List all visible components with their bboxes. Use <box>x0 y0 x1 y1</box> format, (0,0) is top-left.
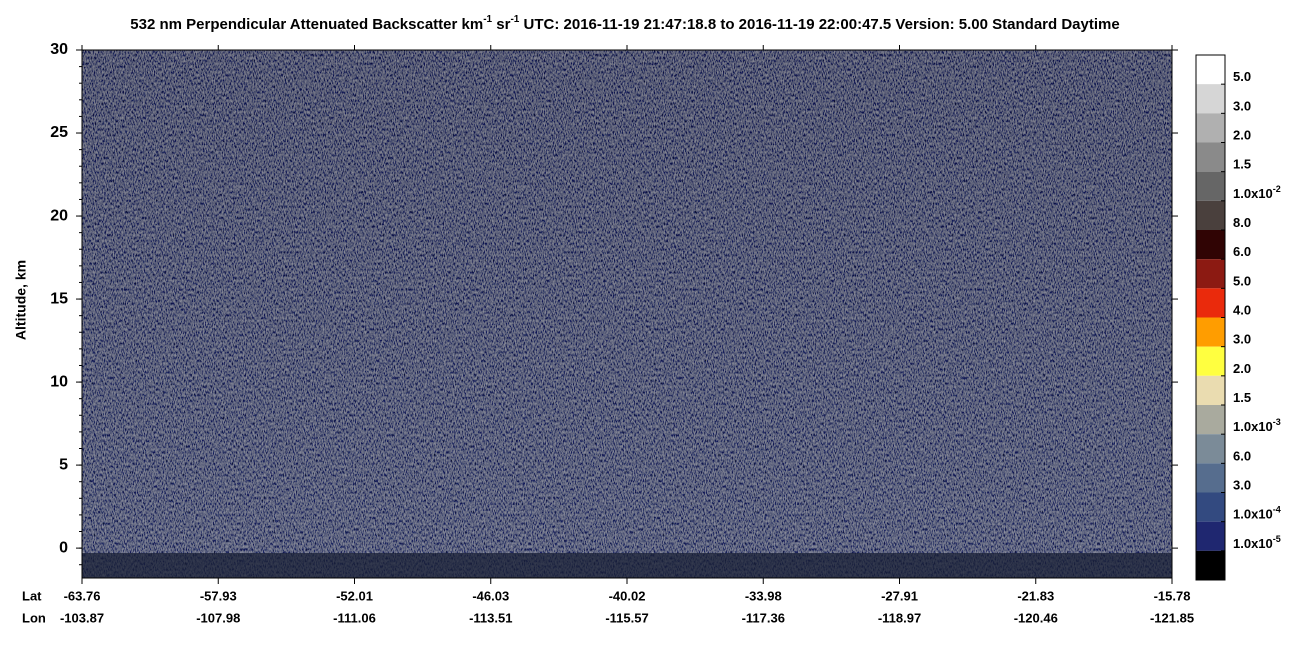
colorbar-swatch <box>1196 463 1225 493</box>
x-tick-label: -27.91 <box>881 588 918 603</box>
x-tick-label: -46.03 <box>472 588 509 603</box>
title-part: sr <box>492 16 511 33</box>
colorbar-label: 2.0 <box>1233 128 1251 143</box>
colorbar-label: 6.0 <box>1233 449 1251 464</box>
colorbar-label: 3.0 <box>1233 99 1251 114</box>
colorbar-label: 4.0 <box>1233 303 1251 318</box>
colorbar-swatch <box>1196 259 1225 289</box>
colorbar-label: 1.5 <box>1233 390 1251 405</box>
y-tick-label: 15 <box>50 290 68 307</box>
colorbar-swatch <box>1196 492 1225 522</box>
chart-title: 532 nm Perpendicular Attenuated Backscat… <box>130 14 1119 33</box>
x-row-name: Lon <box>22 610 46 625</box>
colorbar-swatch <box>1196 113 1225 143</box>
colorbar-swatch <box>1196 84 1225 114</box>
colorbar-label-text: 1.5 <box>1233 390 1251 405</box>
colorbar-label: 8.0 <box>1233 215 1251 230</box>
colorbar-label-text: 6.0 <box>1233 449 1251 464</box>
colorbar-swatch <box>1196 200 1225 230</box>
colorbar-label: 3.0 <box>1233 332 1251 347</box>
backscatter-texture <box>82 50 1172 578</box>
colorbar-label: 1.0x10-3 <box>1233 418 1281 435</box>
colorbar-swatch <box>1196 317 1225 347</box>
colorbar-label-text: 5.0 <box>1233 274 1251 289</box>
colorbar-swatch <box>1196 142 1225 172</box>
colorbar-swatch <box>1196 375 1225 405</box>
colorbar-label-text: 3.0 <box>1233 332 1251 347</box>
y-tick-label: 30 <box>50 41 68 58</box>
x-tick-label: -15.78 <box>1154 588 1191 603</box>
colorbar-label: 3.0 <box>1233 478 1251 493</box>
x-tick-label: -21.83 <box>1017 588 1054 603</box>
x-tick-label: -117.36 <box>742 610 785 625</box>
colorbar-label-text: 3.0 <box>1233 99 1251 114</box>
colorbar-label: 1.0x10-4 <box>1233 505 1281 522</box>
colorbar-swatch <box>1196 230 1225 260</box>
x-tick-label: -121.85 <box>1150 610 1194 625</box>
x-row-name: Lat <box>22 588 42 603</box>
colorbar-swatch <box>1196 550 1225 580</box>
title-part: UTC: 2016-11-19 21:47:18.8 to 2016-11-19… <box>519 16 1119 33</box>
colorbar-label-text: 2.0 <box>1233 128 1251 143</box>
colorbar-label-exponent: -3 <box>1273 418 1281 428</box>
colorbar-label-text: 1.0x10 <box>1233 420 1273 435</box>
colorbar-label-text: 8.0 <box>1233 215 1251 230</box>
ground-strip <box>82 553 1172 578</box>
colorbar-swatch <box>1196 346 1225 376</box>
x-tick-label: -52.01 <box>336 588 373 603</box>
colorbar-label: 6.0 <box>1233 245 1251 260</box>
colorbar-swatch <box>1196 521 1225 551</box>
x-tick-label: -63.76 <box>64 588 101 603</box>
title-superscript: -1 <box>510 14 519 25</box>
colorbar-label: 1.5 <box>1233 157 1251 172</box>
colorbar-label-text: 3.0 <box>1233 478 1251 493</box>
colorbar-label-exponent: -5 <box>1273 534 1281 544</box>
colorbar-label-text: 1.5 <box>1233 157 1251 172</box>
x-tick-label: -33.98 <box>745 588 782 603</box>
colorbar-label-text: 1.0x10 <box>1233 186 1273 201</box>
colorbar-label: 1.0x10-5 <box>1233 534 1281 551</box>
colorbar-swatch <box>1196 288 1225 318</box>
colorbar-label-text: 4.0 <box>1233 303 1251 318</box>
x-tick-label: -120.46 <box>1014 610 1058 625</box>
x-tick-label: -107.98 <box>196 610 240 625</box>
colorbar-label-exponent: -4 <box>1273 505 1281 515</box>
y-axis-label: Altitude, km <box>13 260 29 340</box>
colorbar-label-text: 5.0 <box>1233 70 1251 85</box>
colorbar-swatch <box>1196 171 1225 201</box>
colorbar-swatch <box>1196 405 1225 435</box>
colorbar-swatch <box>1196 55 1225 85</box>
x-tick-label: -40.02 <box>609 588 646 603</box>
y-tick-label: 5 <box>59 456 68 473</box>
y-tick-label: 20 <box>50 207 68 224</box>
x-tick-label: -115.57 <box>605 610 648 625</box>
y-tick-label: 10 <box>50 373 68 390</box>
title-superscript: -1 <box>483 14 492 25</box>
y-tick-label: 25 <box>50 124 68 141</box>
colorbar-label: 5.0 <box>1233 274 1251 289</box>
x-tick-label: -57.93 <box>200 588 237 603</box>
colorbar-swatch <box>1196 434 1225 464</box>
colorbar-label-text: 1.0x10 <box>1233 536 1273 551</box>
x-tick-label: -103.87 <box>60 610 104 625</box>
x-tick-label: -118.97 <box>878 610 921 625</box>
y-tick-label: 0 <box>59 539 68 556</box>
colorbar-label-text: 6.0 <box>1233 245 1251 260</box>
colorbar-label-exponent: -2 <box>1273 184 1281 194</box>
colorbar-label: 1.0x10-2 <box>1233 184 1281 201</box>
title-part: 532 nm Perpendicular Attenuated Backscat… <box>130 16 483 33</box>
plot-area <box>81 49 1173 579</box>
colorbar-label-text: 2.0 <box>1233 361 1251 376</box>
x-tick-label: -111.06 <box>333 610 376 625</box>
x-tick-label: -113.51 <box>469 610 512 625</box>
colorbar-label: 5.0 <box>1233 70 1251 85</box>
colorbar-label: 2.0 <box>1233 361 1251 376</box>
colorbar-label-text: 1.0x10 <box>1233 507 1273 522</box>
